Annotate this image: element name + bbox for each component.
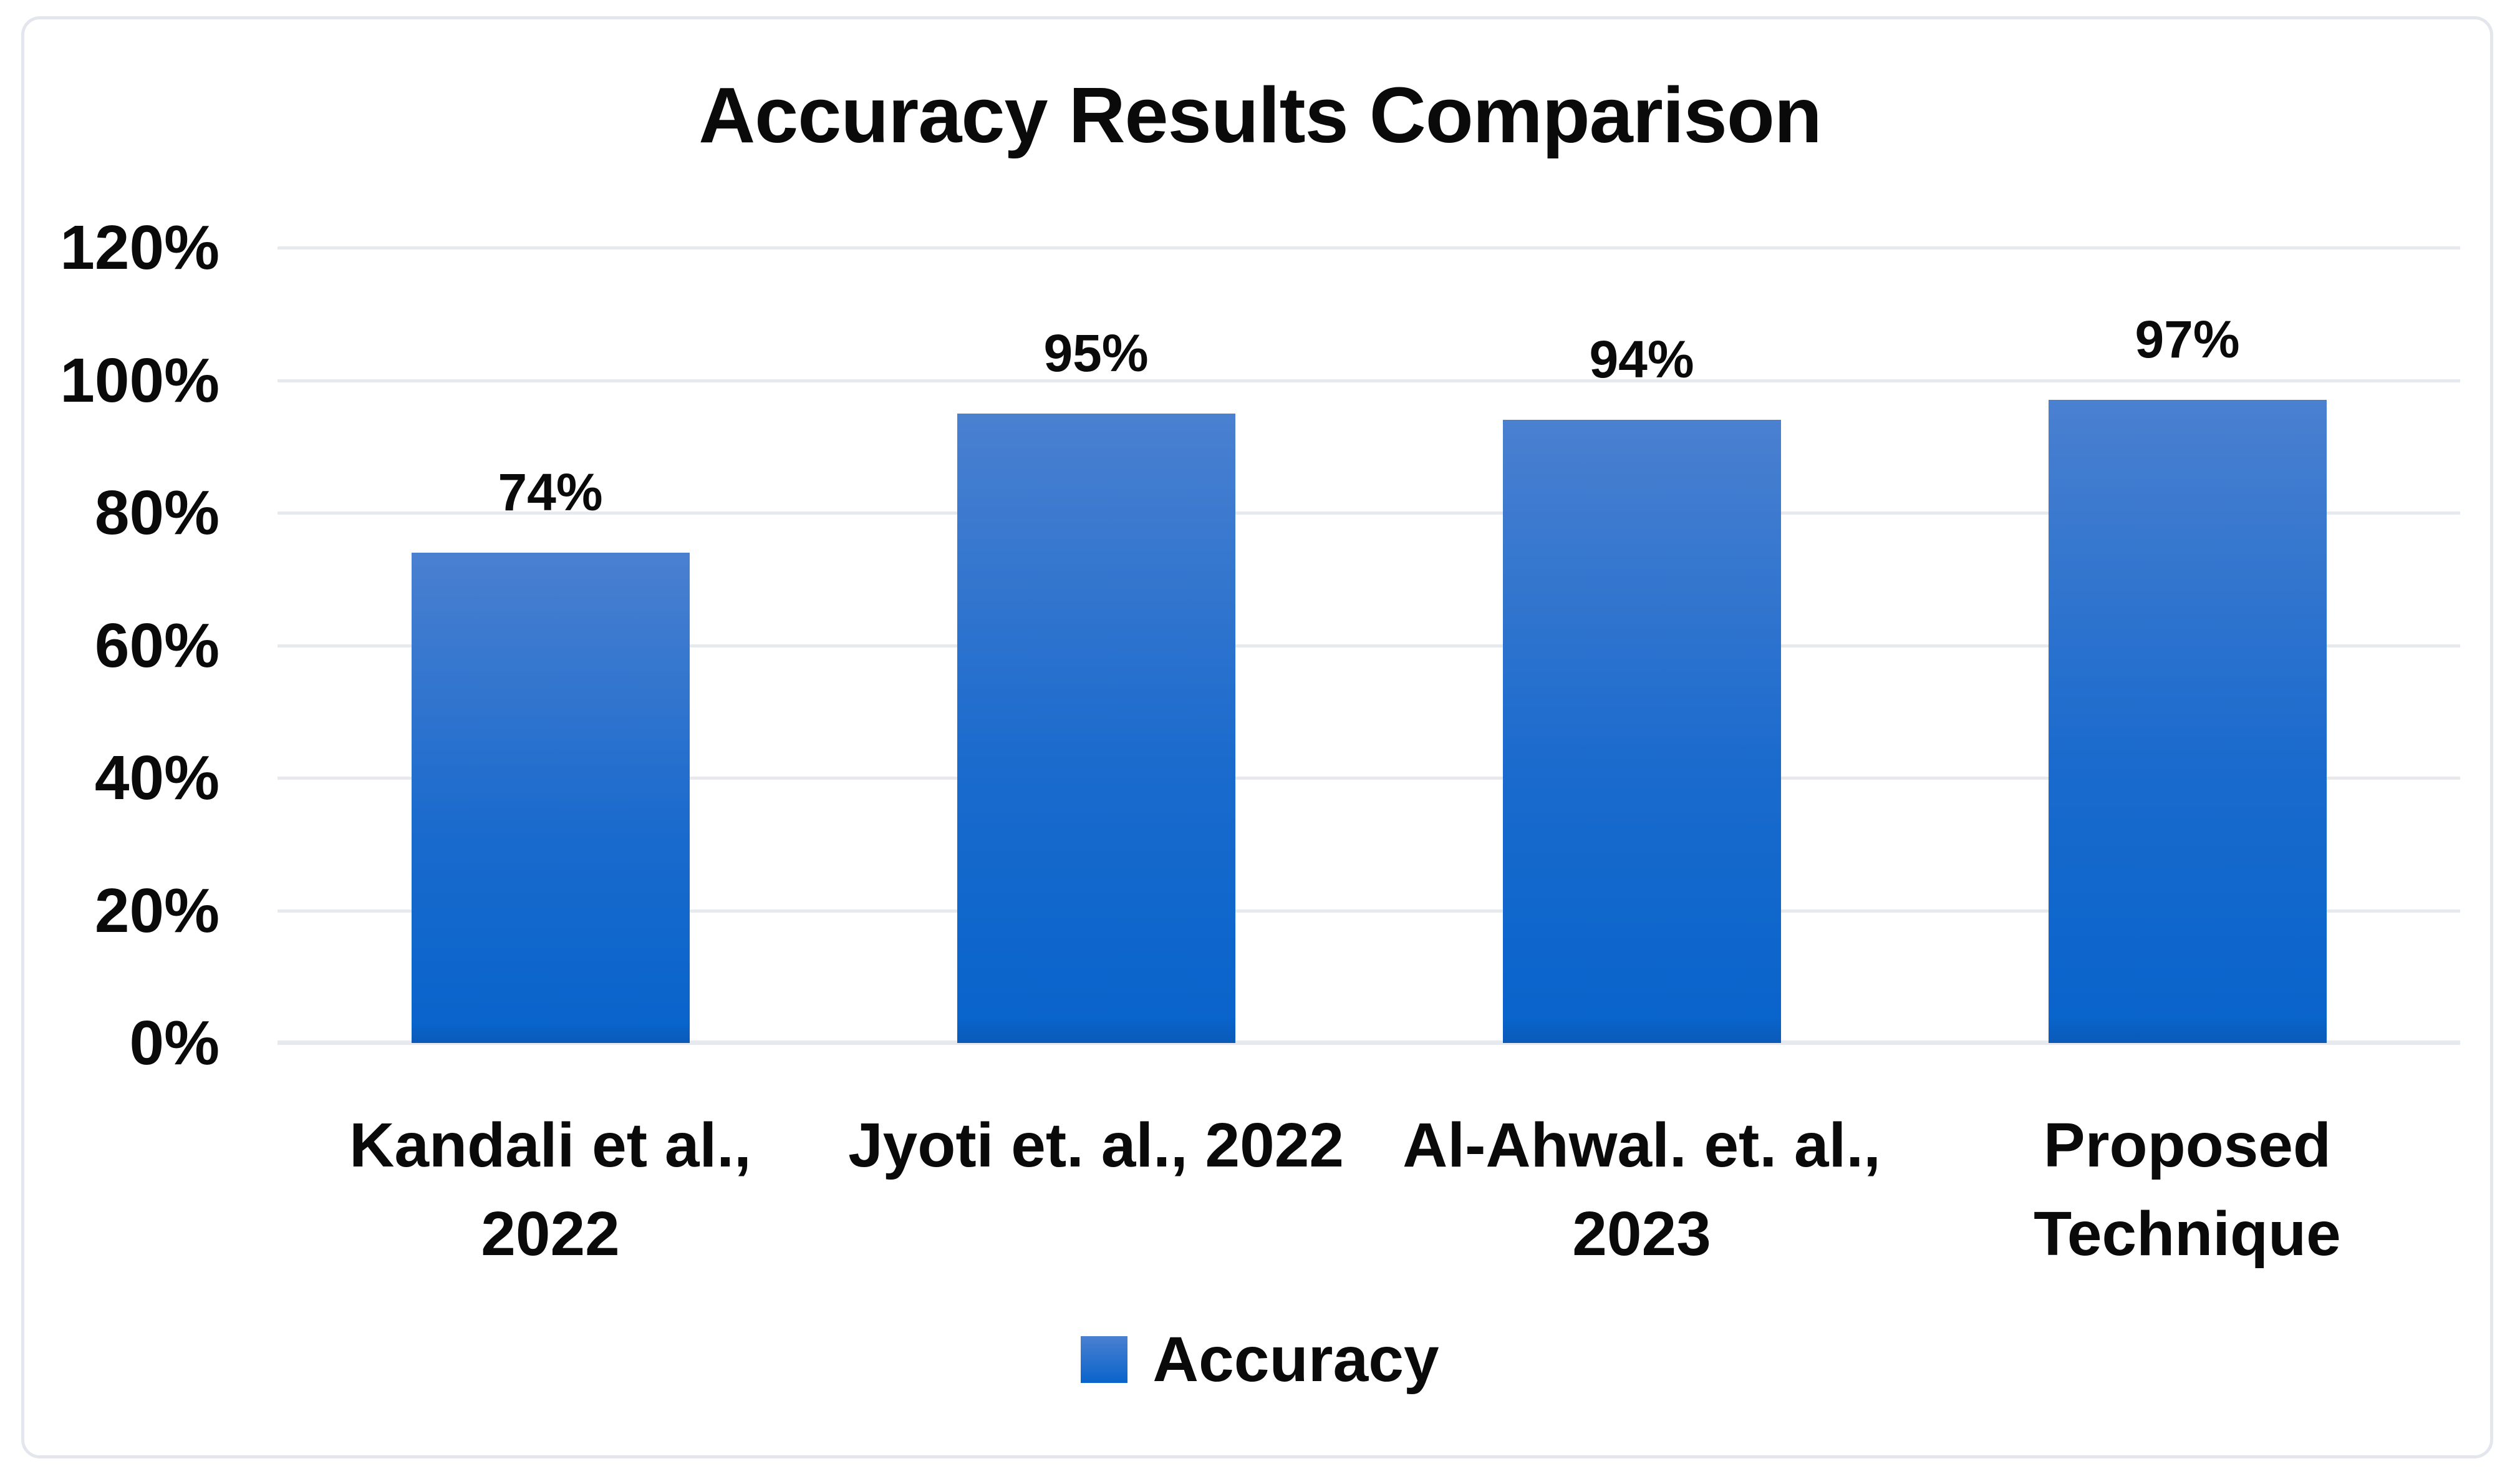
bar-value-label-4: 97% bbox=[2135, 310, 2240, 369]
bar-accuracy-4 bbox=[2048, 400, 2327, 1043]
x-category-label-line: 2022 bbox=[481, 1199, 620, 1269]
plot-area: 74% 95% 94% 97% bbox=[278, 246, 2460, 1045]
x-category-label-line: Al-Ahwal. et. al., bbox=[1402, 1110, 1881, 1180]
gridline-100% bbox=[278, 379, 2460, 382]
bar-value-label-3: 94% bbox=[1589, 330, 1694, 389]
y-tick-label-40%: 40% bbox=[94, 743, 220, 813]
y-tick-label-80%: 80% bbox=[94, 478, 220, 548]
y-tick-label-60%: 60% bbox=[94, 610, 220, 681]
gridline-80% bbox=[278, 512, 2460, 515]
gridline-0% bbox=[278, 1040, 2460, 1045]
x-category-label-line: Proposed bbox=[2043, 1110, 2332, 1180]
gridline-60% bbox=[278, 644, 2460, 647]
legend-swatch-accuracy bbox=[1081, 1336, 1128, 1383]
gridline-40% bbox=[278, 777, 2460, 780]
x-category-label-2: Jyoti et. al., 2022 bbox=[823, 1101, 1369, 1278]
bar-value-label-1: 74% bbox=[498, 462, 603, 521]
legend-label-accuracy: Accuracy bbox=[1152, 1324, 1439, 1395]
legend: Accuracy bbox=[0, 1327, 2520, 1391]
x-category-label-1: Kandali et al., 2022 bbox=[278, 1101, 823, 1278]
x-category-label-3: Al-Ahwal. et. al., 2023 bbox=[1369, 1101, 1914, 1278]
x-category-label-line: Technique bbox=[2034, 1199, 2341, 1269]
x-category-label-line: 2023 bbox=[1572, 1199, 1711, 1269]
gridline-120% bbox=[278, 246, 2460, 250]
bar-accuracy-1 bbox=[411, 552, 690, 1043]
chart-title: Accuracy Results Comparison bbox=[698, 71, 1822, 159]
y-tick-label-120%: 120% bbox=[60, 213, 220, 283]
x-axis-labels: Kandali et al., 2022 Jyoti et. al., 2022 Al… bbox=[278, 1101, 2460, 1278]
bar-accuracy-3 bbox=[1502, 420, 1781, 1043]
y-tick-label-0%: 0% bbox=[129, 1008, 220, 1078]
chart-frame-border bbox=[21, 16, 2493, 1458]
y-axis-labels: 0% 20% 40% 60% 80% 100% 120% bbox=[0, 216, 220, 1074]
y-tick-label-100%: 100% bbox=[60, 345, 220, 415]
x-category-label-4: Proposed Technique bbox=[1914, 1101, 2460, 1278]
gridline-20% bbox=[278, 909, 2460, 913]
x-category-label-line: Jyoti et. al., 2022 bbox=[848, 1110, 1344, 1180]
y-tick-label-20%: 20% bbox=[94, 875, 220, 946]
bar-value-label-2: 95% bbox=[1043, 323, 1149, 382]
x-category-label-line: Kandali et al., bbox=[349, 1110, 751, 1180]
bar-accuracy-2 bbox=[957, 413, 1235, 1043]
